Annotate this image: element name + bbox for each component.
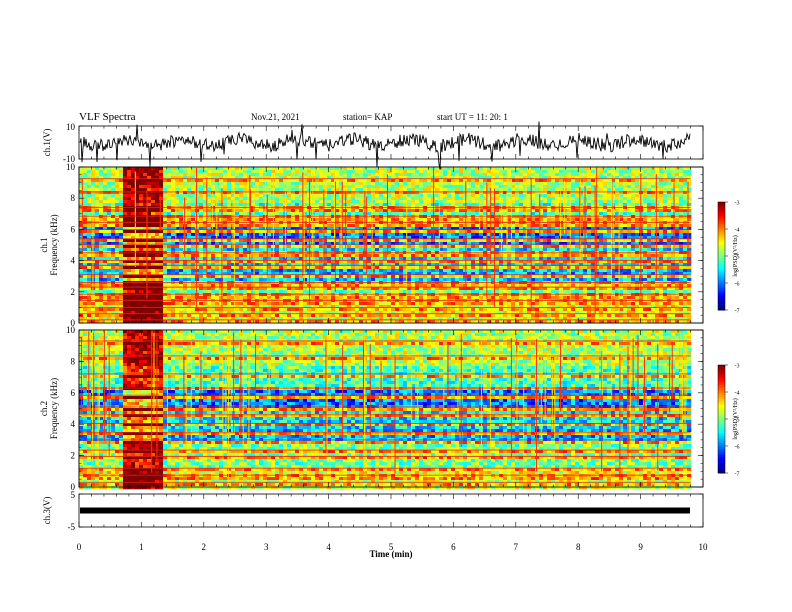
ch1-waveform — [79, 121, 691, 170]
ch2-spectrogram-colorbar-tick-label: -7 — [735, 472, 740, 478]
station-label: station= KAP — [343, 112, 393, 122]
x-axis-label: Time (min) — [369, 549, 412, 559]
ch1-spectrogram-colorbar-tick-label: -4 — [735, 228, 740, 234]
ch1-spectrogram-colorbar-tick-label: -5 — [735, 255, 740, 261]
ch1-spectrogram-colorbar-tick-label: -6 — [735, 282, 740, 288]
ch2-spectrogram-colorbar-tick-label: -4 — [735, 391, 740, 397]
ch3-waveform-ytick-bottom: -5 — [68, 522, 76, 532]
ch2-spectrogram-colorbar — [718, 365, 725, 474]
ch1-spectrogram-ytick-label: 4 — [71, 256, 76, 266]
ch2-spectrogram-ylabel-channel: ch.2 — [39, 401, 49, 416]
ch1-waveform-ytick-bottom: -10 — [63, 154, 75, 164]
x-tick-label: 1 — [139, 542, 144, 552]
x-tick-label: 9 — [638, 542, 643, 552]
x-tick-label: 0 — [77, 542, 82, 552]
x-tick-label: 10 — [699, 542, 709, 552]
start-time-label: start UT = 11: 20: 1 — [437, 112, 508, 122]
ch1-spectrogram-colorbar — [718, 202, 725, 311]
ch1-spectrogram-colorbar-tick-label: -3 — [735, 201, 740, 207]
x-tick-label: 6 — [451, 542, 456, 552]
ch2-spectrogram-ytick-label: 2 — [71, 451, 76, 461]
ch1-spectrogram-ytick-label: 6 — [71, 224, 76, 234]
ch1-spectrogram-heatmap — [79, 167, 692, 324]
ch1-spectrogram-ytick-label: 2 — [71, 287, 76, 297]
ch1-waveform-ylabel: ch.1(V) — [42, 129, 52, 157]
ch2-spectrogram-ytick-label: 6 — [71, 388, 76, 398]
x-tick-label: 2 — [202, 542, 207, 552]
ch3-waveform-ytick-top: 5 — [71, 490, 76, 500]
ch2-spectrogram-ytick-label: 4 — [71, 419, 76, 429]
ch2-spectrogram-colorbar-tick-label: -5 — [735, 418, 740, 424]
x-tick-label: 5 — [389, 542, 394, 552]
ch2-spectrogram-colorbar-tick-label: -3 — [735, 364, 740, 370]
ch2-spectrogram-heatmap — [79, 330, 692, 490]
chart-title: VLF Spectra — [79, 111, 136, 123]
ch2-spectrogram-ylabel-freq: Frequency (kHz) — [49, 378, 59, 439]
ch2-spectrogram-colorbar-label: log(PSD)(V²/Hz) — [732, 398, 739, 439]
ch1-spectrogram-ylabel-freq: Frequency (kHz) — [49, 214, 59, 275]
ch3-waveform-ylabel: ch.3(V) — [42, 497, 52, 525]
date-label: Nov.21, 2021 — [251, 112, 300, 122]
ch1-waveform-ytick-top: 10 — [66, 122, 76, 132]
ch2-spectrogram-ytick-label: 0 — [71, 482, 76, 492]
ch2-spectrogram-ytick-label: 10 — [66, 325, 76, 335]
x-tick-label: 7 — [514, 542, 519, 552]
ch2-spectrogram-colorbar-tick-label: -6 — [735, 445, 740, 451]
ch2-spectrogram-ytick-label: 8 — [71, 356, 76, 366]
ch1-spectrogram-colorbar-label: log(PSD)(V²/Hz) — [732, 235, 739, 276]
ch1-spectrogram-ytick-label: 10 — [66, 162, 76, 172]
x-tick-label: 8 — [576, 542, 581, 552]
x-tick-label: 4 — [326, 542, 331, 552]
ch1-spectrogram-colorbar-tick-label: -7 — [735, 309, 740, 315]
ch1-spectrogram-ytick-label: 8 — [71, 193, 76, 203]
ch1-spectrogram-ytick-label: 0 — [71, 318, 76, 328]
x-tick-label: 3 — [264, 542, 269, 552]
ch1-spectrogram-ylabel-channel: ch.1 — [39, 237, 49, 252]
